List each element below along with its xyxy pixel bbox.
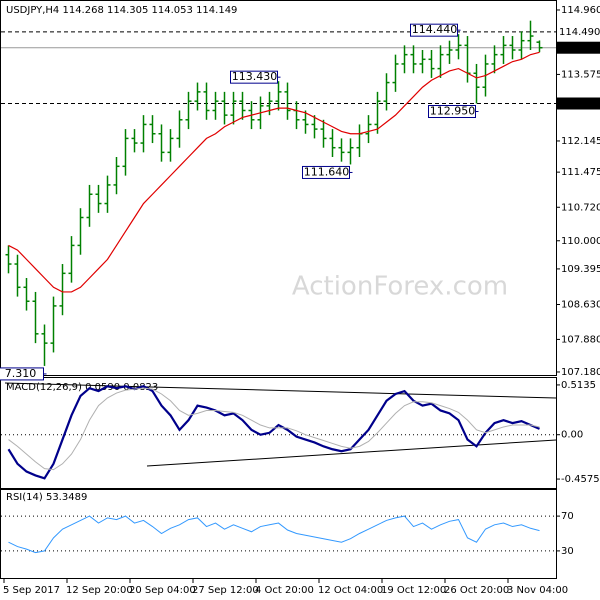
x-tick-label: 12 Oct 04:00	[318, 585, 383, 596]
y-tick-label: 108.630	[561, 300, 600, 311]
current-price-box	[557, 41, 600, 54]
x-tick-label: 5 Sep 2017	[3, 585, 60, 596]
annotation-label: 113.430	[232, 70, 278, 83]
series-line	[7, 385, 540, 480]
rsi-title: RSI(14) 53.3489	[6, 492, 87, 503]
macd-trendline	[146, 439, 557, 467]
y-tick-label: 109.395	[561, 264, 600, 275]
x-tick-label: 19 Oct 12:00	[381, 585, 446, 596]
y-tick-label: 111.475	[561, 167, 600, 178]
y-tick-label: 114.960	[561, 5, 600, 16]
y-tick-label: 112.145	[561, 136, 600, 147]
chart-title: USDJPY,H4 114.268 114.305 114.053 114.14…	[6, 5, 237, 16]
level-label: 112.950	[559, 99, 600, 110]
annotation-label: 112.950	[430, 105, 476, 118]
level-label-box	[557, 25, 600, 38]
y-tick-label: 113.575	[561, 69, 600, 80]
level-label-box	[557, 97, 600, 110]
y-tick-label: 30	[561, 546, 574, 557]
annotation-label: 111.640	[304, 165, 350, 178]
macd-trendline	[4, 382, 557, 399]
y-tick-label: 0.00	[561, 430, 583, 441]
y-tick-label: 0.5135	[561, 380, 596, 391]
moving-average	[8, 51, 540, 293]
annotation-label: 114.440	[412, 23, 458, 36]
x-tick-label: 3 Nov 04:00	[507, 585, 568, 596]
y-tick-label: 110.000	[561, 236, 600, 247]
x-tick-label: 27 Sep 12:00	[192, 585, 259, 596]
macd-title: MACD(12,26,9) 0.0590 0.0823	[6, 382, 158, 393]
y-tick-label: 70	[561, 511, 574, 522]
annotation-label: 7.310	[5, 367, 37, 380]
y-tick-label: 110.720	[561, 202, 600, 213]
current-price-label: 114.149	[559, 43, 600, 54]
rsi-panel-frame	[0, 489, 557, 579]
y-tick-label: -0.4575	[561, 474, 600, 485]
level-label: 114.490	[559, 27, 600, 38]
x-tick-label: 20 Sep 04:00	[129, 585, 196, 596]
series-line	[8, 515, 540, 554]
macd-panel-frame	[0, 377, 557, 489]
watermark: ActionForex.com	[292, 272, 508, 302]
x-tick-label: 4 Oct 20:00	[255, 585, 314, 596]
x-tick-label: 12 Sep 20:00	[66, 585, 133, 596]
price-panel-frame	[0, 0, 557, 376]
y-tick-label: 107.180	[561, 367, 600, 378]
x-tick-label: 26 Oct 20:00	[444, 585, 509, 596]
series-line	[8, 387, 540, 471]
y-tick-label: 107.880	[561, 334, 600, 345]
